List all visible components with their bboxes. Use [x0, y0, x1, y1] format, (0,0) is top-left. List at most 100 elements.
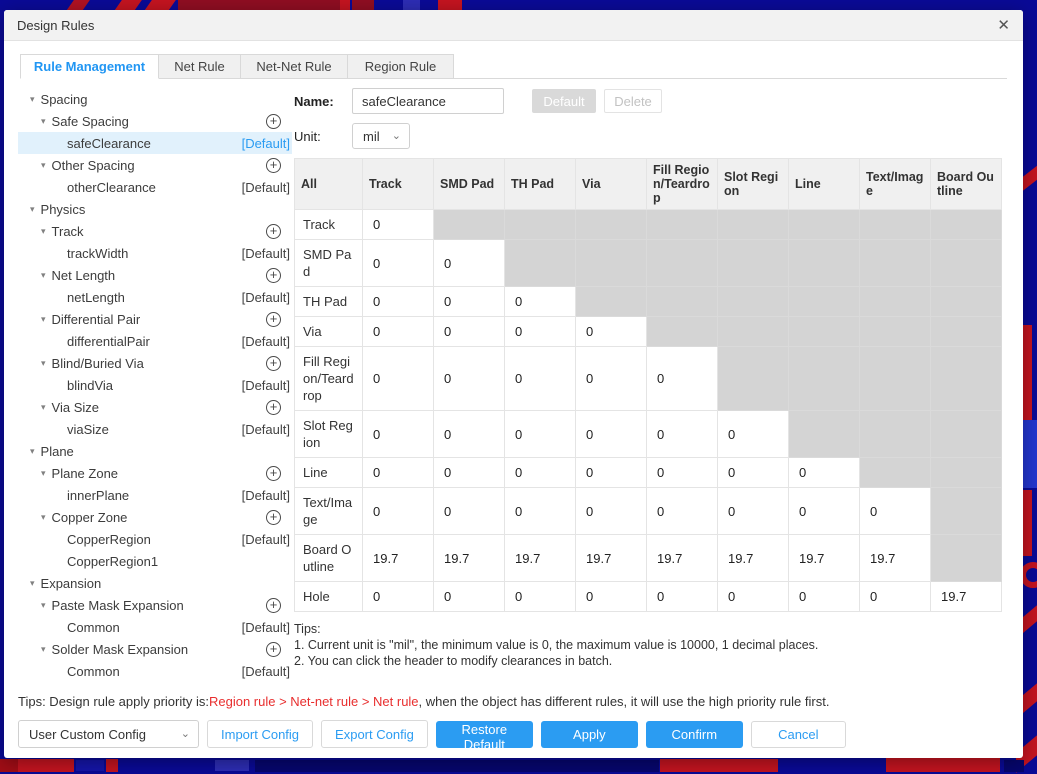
add-rule-icon[interactable]: + — [266, 223, 281, 239]
clearance-cell[interactable]: 0 — [362, 239, 434, 287]
rule-name-input[interactable] — [352, 88, 504, 114]
collapse-arrow-icon[interactable]: ▾ — [41, 115, 46, 126]
tree-item-solder-mask-expansion[interactable]: ▾ Solder Mask Expansion + — [18, 638, 292, 660]
clearance-cell[interactable]: 0 — [717, 487, 789, 535]
clearance-cell[interactable]: 0 — [362, 457, 434, 488]
add-rule-icon[interactable]: + — [266, 509, 281, 525]
clearance-cell[interactable]: 0 — [433, 410, 505, 458]
default-button[interactable]: Default — [532, 89, 596, 113]
clearance-cell[interactable]: 0 — [575, 346, 647, 411]
matrix-column-header-board-outline[interactable]: Board Outline — [930, 158, 1002, 210]
collapse-arrow-icon[interactable]: ▾ — [30, 445, 35, 456]
collapse-arrow-icon[interactable]: ▾ — [41, 313, 46, 324]
clearance-cell[interactable]: 0 — [362, 316, 434, 347]
collapse-arrow-icon[interactable]: ▾ — [41, 159, 46, 170]
tree-item-common[interactable]: Common [Default] — [18, 660, 292, 682]
tab-net-net-rule[interactable]: Net-Net Rule — [241, 54, 348, 79]
clearance-cell[interactable]: 0 — [433, 239, 505, 287]
matrix-column-header-th-pad[interactable]: TH Pad — [504, 158, 576, 210]
add-rule-icon[interactable]: + — [266, 355, 281, 371]
clearance-cell[interactable]: 19.7 — [646, 534, 718, 582]
matrix-column-header-text-image[interactable]: Text/Image — [859, 158, 931, 210]
collapse-arrow-icon[interactable]: ▾ — [41, 357, 46, 368]
matrix-column-header-via[interactable]: Via — [575, 158, 647, 210]
tree-item-physics[interactable]: ▾ Physics — [18, 198, 292, 220]
clearance-cell[interactable]: 0 — [504, 286, 576, 317]
tree-item-plane[interactable]: ▾ Plane — [18, 440, 292, 462]
matrix-column-header-slot-region[interactable]: Slot Region — [717, 158, 789, 210]
clearance-cell[interactable]: 0 — [362, 487, 434, 535]
add-rule-icon[interactable]: + — [266, 267, 281, 283]
clearance-cell[interactable]: 0 — [575, 457, 647, 488]
add-rule-icon[interactable]: + — [266, 641, 281, 657]
add-rule-icon[interactable]: + — [266, 399, 281, 415]
clearance-cell[interactable]: 0 — [362, 410, 434, 458]
tree-item-blind-buried-via[interactable]: ▾ Blind/Buried Via + — [18, 352, 292, 374]
tree-item-safe-spacing[interactable]: ▾ Safe Spacing + — [18, 110, 292, 132]
clearance-cell[interactable]: 0 — [504, 581, 576, 612]
clearance-cell[interactable]: 0 — [646, 346, 718, 411]
clearance-cell[interactable]: 0 — [362, 346, 434, 411]
clearance-cell[interactable]: 0 — [717, 581, 789, 612]
tab-region-rule[interactable]: Region Rule — [348, 54, 454, 79]
add-rule-icon[interactable]: + — [266, 597, 281, 613]
clearance-cell[interactable]: 0 — [646, 487, 718, 535]
tree-item-track[interactable]: ▾ Track + — [18, 220, 292, 242]
clearance-cell[interactable]: 19.7 — [788, 534, 860, 582]
confirm-button[interactable]: Confirm — [645, 720, 743, 748]
collapse-arrow-icon[interactable]: ▾ — [41, 599, 46, 610]
tree-item-safeclearance[interactable]: safeClearance [Default] — [18, 132, 292, 154]
clearance-cell[interactable]: 0 — [646, 410, 718, 458]
tree-item-trackwidth[interactable]: trackWidth [Default] — [18, 242, 292, 264]
clearance-cell[interactable]: 0 — [575, 581, 647, 612]
clearance-cell[interactable]: 19.7 — [504, 534, 576, 582]
clearance-cell[interactable]: 0 — [504, 410, 576, 458]
clearance-cell[interactable]: 0 — [433, 316, 505, 347]
matrix-column-header-smd-pad[interactable]: SMD Pad — [433, 158, 505, 210]
apply-button[interactable]: Apply — [540, 720, 638, 748]
add-rule-icon[interactable]: + — [266, 465, 281, 481]
tree-item-copper-zone[interactable]: ▾ Copper Zone + — [18, 506, 292, 528]
clearance-cell[interactable]: 0 — [504, 316, 576, 347]
clearance-cell[interactable]: 0 — [788, 581, 860, 612]
restore-default-button[interactable]: Restore Default — [435, 720, 533, 752]
tree-item-via-size[interactable]: ▾ Via Size + — [18, 396, 292, 418]
clearance-cell[interactable]: 19.7 — [433, 534, 505, 582]
close-icon[interactable]: ✕ — [997, 16, 1010, 34]
delete-button[interactable]: Delete — [604, 89, 662, 113]
tree-item-innerplane[interactable]: innerPlane [Default] — [18, 484, 292, 506]
clearance-cell[interactable]: 0 — [717, 410, 789, 458]
tree-item-paste-mask-expansion[interactable]: ▾ Paste Mask Expansion + — [18, 594, 292, 616]
tree-item-other-spacing[interactable]: ▾ Other Spacing + — [18, 154, 292, 176]
tree-item-plane-zone[interactable]: ▾ Plane Zone + — [18, 462, 292, 484]
clearance-cell[interactable]: 0 — [859, 487, 931, 535]
clearance-cell[interactable]: 19.7 — [575, 534, 647, 582]
clearance-cell[interactable]: 0 — [433, 457, 505, 488]
add-rule-icon[interactable]: + — [266, 157, 281, 173]
matrix-column-header-fill-region-teardrop[interactable]: Fill Region/Teardrop — [646, 158, 718, 210]
cancel-button[interactable]: Cancel — [750, 720, 846, 748]
matrix-column-header-all[interactable]: All — [294, 158, 363, 210]
collapse-arrow-icon[interactable]: ▾ — [30, 577, 35, 588]
tree-item-netlength[interactable]: netLength [Default] — [18, 286, 292, 308]
clearance-cell[interactable]: 19.7 — [859, 534, 931, 582]
tree-item-blindvia[interactable]: blindVia [Default] — [18, 374, 292, 396]
export-config-button[interactable]: Export Config — [321, 720, 428, 748]
clearance-cell[interactable]: 0 — [362, 286, 434, 317]
clearance-cell[interactable]: 0 — [362, 209, 434, 240]
add-rule-icon[interactable]: + — [266, 311, 281, 327]
collapse-arrow-icon[interactable]: ▾ — [30, 203, 35, 214]
tab-net-rule[interactable]: Net Rule — [159, 54, 241, 79]
clearance-cell[interactable]: 19.7 — [717, 534, 789, 582]
config-select[interactable]: User Custom Config ⌄ — [18, 720, 199, 748]
tree-item-expansion[interactable]: ▾ Expansion — [18, 572, 292, 594]
tree-item-net-length[interactable]: ▾ Net Length + — [18, 264, 292, 286]
clearance-cell[interactable]: 0 — [575, 410, 647, 458]
clearance-cell[interactable]: 0 — [504, 457, 576, 488]
tree-item-otherclearance[interactable]: otherClearance [Default] — [18, 176, 292, 198]
clearance-cell[interactable]: 0 — [575, 316, 647, 347]
tree-item-differential-pair[interactable]: ▾ Differential Pair + — [18, 308, 292, 330]
clearance-cell[interactable]: 0 — [717, 457, 789, 488]
matrix-column-header-track[interactable]: Track — [362, 158, 434, 210]
clearance-cell[interactable]: 0 — [362, 581, 434, 612]
